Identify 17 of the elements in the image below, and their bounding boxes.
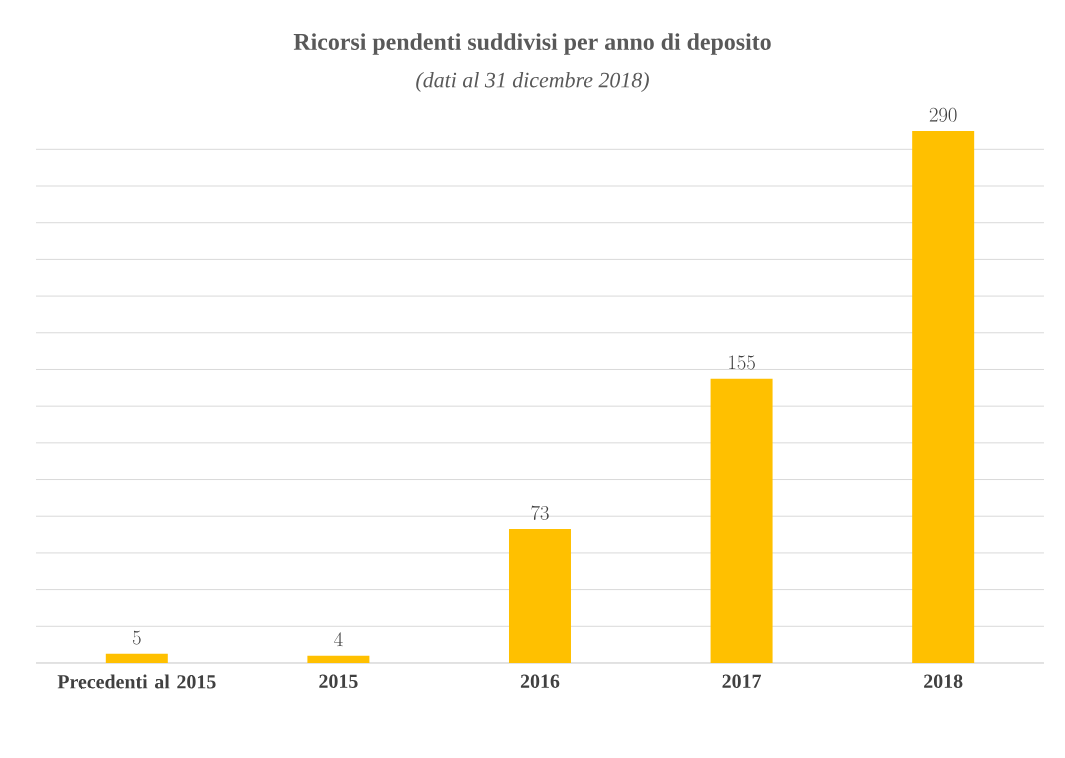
bar bbox=[105, 653, 168, 663]
chart-title: Ricorsi pendenti suddivisi per anno di deposito bbox=[293, 33, 771, 55]
data-label: 155 bbox=[729, 355, 755, 370]
x-tick-label: 2018 bbox=[924, 674, 963, 688]
x-tick-label: 2016 bbox=[520, 674, 560, 688]
bar bbox=[912, 130, 975, 663]
data-label: 4 bbox=[334, 632, 343, 647]
data-label: 5 bbox=[132, 630, 141, 645]
bar bbox=[307, 655, 370, 663]
x-tick-label: 2017 bbox=[722, 674, 762, 688]
bar bbox=[508, 529, 571, 663]
bar bbox=[710, 378, 773, 663]
data-label: 73 bbox=[531, 505, 549, 520]
x-tick-label: Precedenti al 2015 bbox=[57, 674, 216, 689]
data-label: 290 bbox=[929, 107, 957, 122]
chart-subtitle: (dati al 31 dicembre 2018) bbox=[416, 72, 649, 92]
x-tick-label: 2015 bbox=[319, 674, 358, 688]
